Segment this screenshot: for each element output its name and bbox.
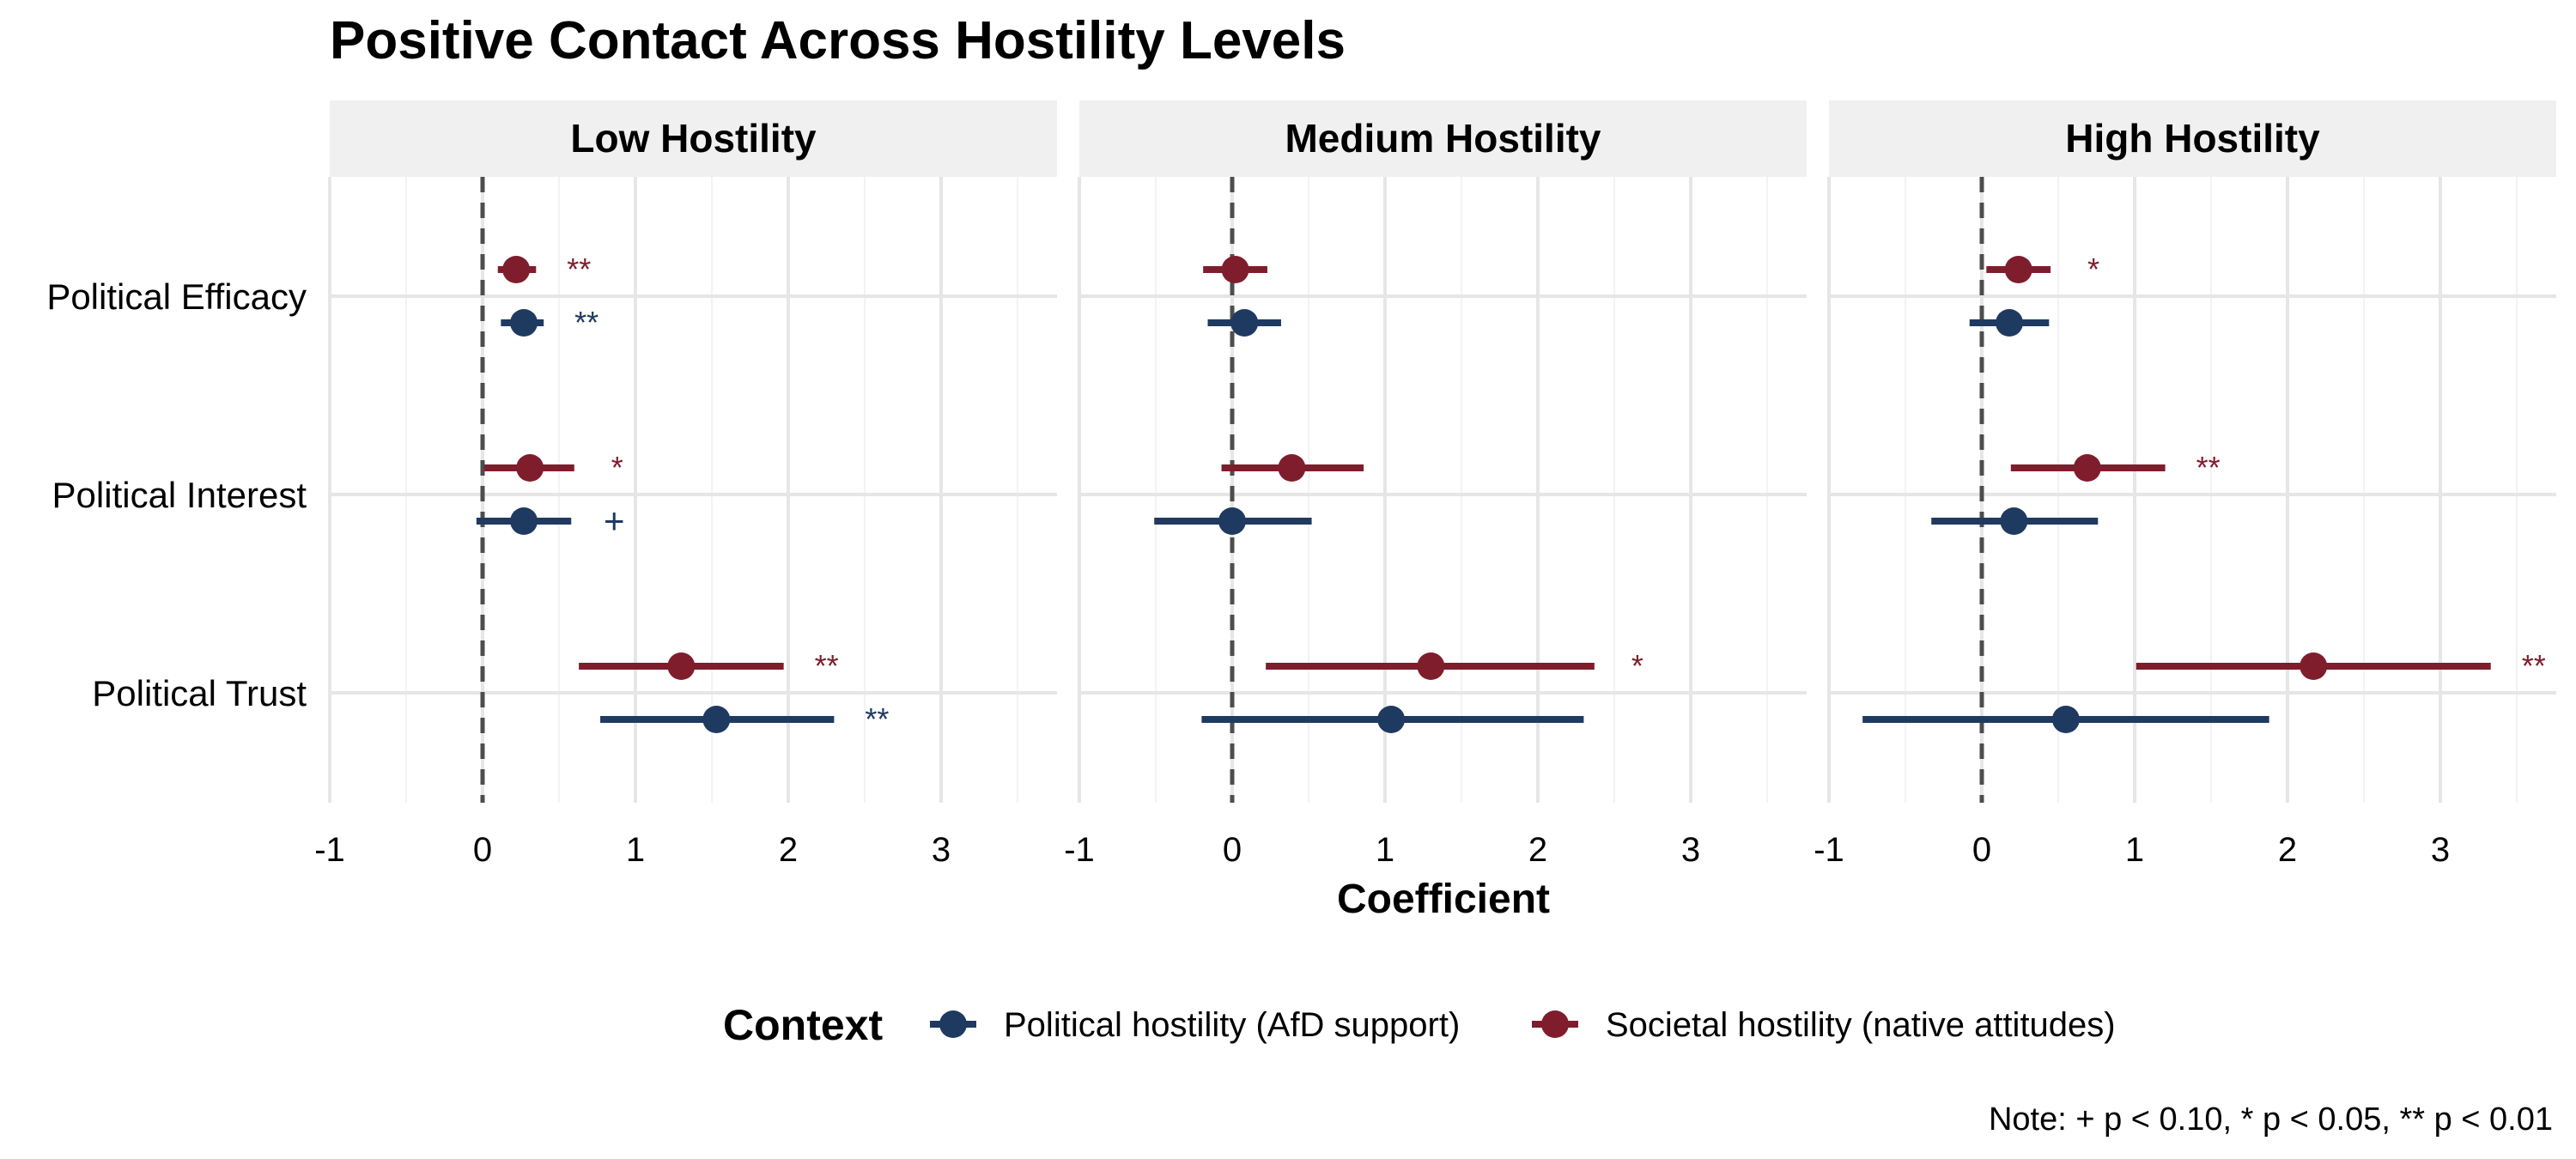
x-tick-label: 2 [779,831,798,869]
significance-note: Note: + p < 0.10, * p < 0.05, ** p < 0.0… [1989,1101,2553,1138]
facet-panel: Low Hostility-1 0 1 2 3**+******* [314,100,1057,869]
point-estimate [2051,706,2080,733]
y-tick-label: Political Efficacy [46,276,307,317]
x-tick-label: 2 [2278,831,2297,869]
facet-panel: High Hostility-1 0 1 2 3***** [1814,100,2556,869]
point-estimate [667,652,696,680]
x-tick-label: 3 [932,831,951,869]
x-tick-label: 3 [1681,831,1700,869]
point-estimate [1218,507,1246,535]
point-estimate [1377,706,1406,733]
point-estimate [1996,309,2024,337]
y-tick-label: Political Trust [92,673,307,713]
point-estimate [1230,309,1259,337]
legend-title: Context [723,1001,883,1049]
point-estimate [1221,256,1249,283]
point-estimate [510,309,538,337]
x-tick-label: 2 [1528,831,1547,869]
facet-strip [330,100,1057,177]
significance-marker: ** [574,305,598,340]
x-tick-label: 1 [2125,831,2144,869]
point-estimate [1278,454,1306,482]
legend-key-point [1541,1010,1569,1038]
legend-label: Societal hostility (native attitudes) [1606,1006,2116,1044]
legend-key-point [939,1010,967,1038]
x-tick-label: 0 [1223,831,1242,869]
point-estimate [1417,652,1445,680]
facet-strip-label: Low Hostility [570,116,817,161]
x-tick-label: -1 [1064,831,1095,869]
legend: Context Political hostility (AfD support… [723,1001,2116,1049]
x-tick-label: -1 [1814,831,1844,869]
legend-label: Political hostility (AfD support) [1004,1006,1460,1044]
significance-marker: * [2087,252,2099,287]
y-tick-label: Political Interest [52,475,307,515]
x-tick-label: 0 [1972,831,1991,869]
significance-marker: ** [2522,648,2546,683]
legend-key [1532,1010,1578,1038]
point-estimate [510,507,538,535]
x-tick-label: -1 [314,831,345,869]
chart-title: Positive Contact Across Hostility Levels [330,11,1346,70]
x-tick-label: 1 [1376,831,1394,869]
point-estimate [2004,256,2032,283]
significance-marker: * [1631,648,1643,683]
significance-marker: ** [815,648,839,683]
x-tick-label: 1 [626,831,645,869]
point-estimate [2073,454,2101,482]
x-tick-label: 3 [2431,831,2450,869]
facet-strip-label: High Hostility [2065,116,2320,161]
facet-strip [1079,100,1807,177]
significance-marker: ** [865,701,889,737]
point-estimate [2300,652,2328,680]
point-estimate [502,256,531,283]
significance-marker: * [611,450,623,485]
point-estimate [516,454,544,482]
facet-panels: Low Hostility-1 0 1 2 3**+*******Medium Host… [314,100,2556,869]
point-estimate [2000,507,2028,535]
legend-key [930,1010,976,1038]
significance-marker: + [604,501,625,541]
point-estimate [702,706,731,733]
significance-marker: ** [567,252,591,287]
x-axis-title: Coefficient [1337,877,1550,922]
facet-panel: Medium Hostility -1 0 1 2 3 * [1064,100,1807,869]
significance-marker: ** [2196,450,2221,485]
y-axis-labels: Political Efficacy Political Interest Poli… [46,276,307,713]
facet-strip-label: Medium Hostility [1285,116,1601,161]
x-tick-label: 0 [473,831,492,869]
facet-strip [1829,100,2556,177]
